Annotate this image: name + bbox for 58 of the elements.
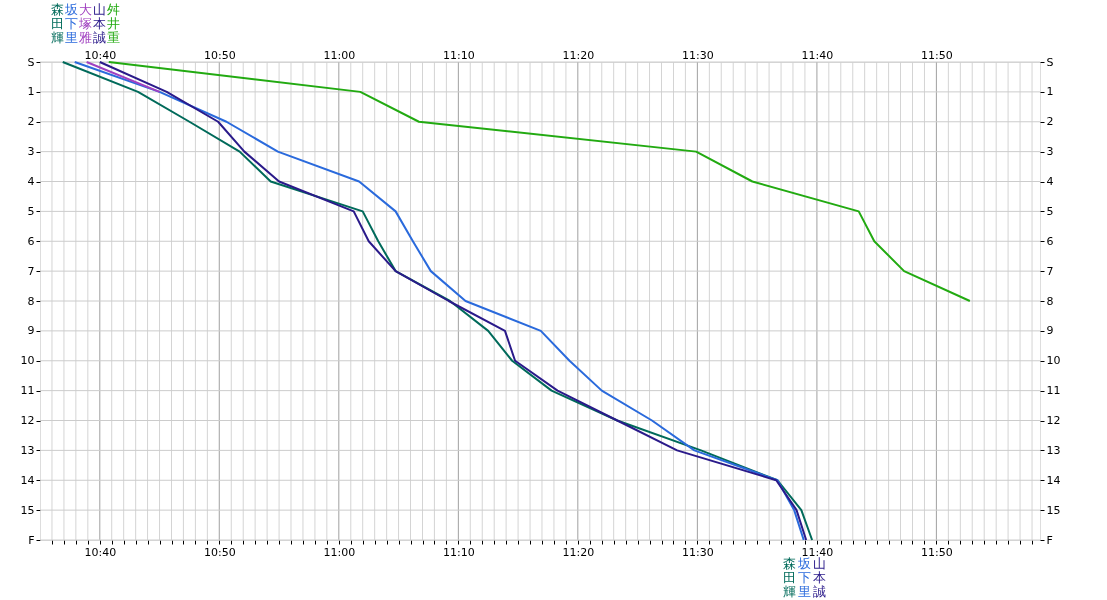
x-tick-label: 11:00 bbox=[323, 48, 356, 62]
y2-tick-label: 7 bbox=[1046, 264, 1054, 278]
series-label: 坂下里 bbox=[797, 556, 812, 599]
y-tick-label: 14 bbox=[20, 473, 35, 487]
text: 坂下里 bbox=[64, 2, 78, 45]
y2-tick-label: 8 bbox=[1046, 294, 1054, 308]
y-tick-label: 11 bbox=[20, 384, 35, 398]
text: 森田輝 bbox=[783, 556, 797, 599]
x-tick-label: 10:40 bbox=[84, 48, 117, 62]
y-tick-label: 8 bbox=[27, 294, 35, 308]
y-tick-label: 15 bbox=[20, 503, 35, 517]
series-label: 森田輝 bbox=[50, 2, 64, 45]
y2-tick-label: 1 bbox=[1046, 85, 1054, 99]
y2-tick-label: 11 bbox=[1046, 384, 1061, 398]
x-tick-label: 11:20 bbox=[562, 48, 595, 62]
y2-tick-label: F bbox=[1046, 533, 1053, 547]
series-label: 山本誠 bbox=[813, 556, 827, 599]
y-tick-label: 2 bbox=[27, 115, 35, 129]
y2-tick-label: 14 bbox=[1046, 473, 1061, 487]
x-tick-label: 11:10 bbox=[443, 48, 475, 62]
y-tick-label: 9 bbox=[27, 324, 35, 338]
text: 山本誠 bbox=[92, 2, 106, 45]
x-tick-label: 11:40 bbox=[801, 48, 834, 62]
y-tick-label: 7 bbox=[27, 264, 35, 278]
x-tick-label: 11:30 bbox=[682, 48, 714, 62]
x2-tick-label: 10:40 bbox=[84, 545, 117, 559]
y-tick-label: 5 bbox=[27, 204, 35, 218]
y2-tick-label: S bbox=[1046, 55, 1054, 69]
y-tick-label: 6 bbox=[27, 234, 35, 248]
x2-tick-label: 11:50 bbox=[921, 545, 953, 559]
y-tick-label: 1 bbox=[27, 85, 35, 99]
y2-tick-label: 15 bbox=[1046, 503, 1061, 517]
y2-tick-label: 13 bbox=[1046, 443, 1061, 457]
x2-tick-label: 11:20 bbox=[562, 545, 595, 559]
y2-tick-label: 5 bbox=[1046, 204, 1054, 218]
y-tick-label: 3 bbox=[27, 145, 35, 159]
y2-tick-label: 10 bbox=[1046, 354, 1061, 368]
series-label: 舛井重 bbox=[106, 2, 120, 45]
y-tick-label: 12 bbox=[20, 414, 35, 427]
x-tick-label: 10:50 bbox=[203, 48, 236, 62]
y-tick-label: S bbox=[27, 55, 35, 69]
x2-tick-label: 11:10 bbox=[443, 545, 475, 559]
line-series bbox=[107, 61, 971, 302]
y-tick-label: 13 bbox=[20, 443, 35, 457]
x2-tick-label: 11:30 bbox=[682, 545, 714, 559]
y-tick-label: 10 bbox=[20, 354, 35, 368]
x2-tick-label: 10:50 bbox=[203, 545, 236, 559]
y2-tick-label: 12 bbox=[1046, 414, 1061, 427]
x2-tick-label: 11:00 bbox=[323, 545, 356, 559]
x-tick-label: 11:50 bbox=[921, 48, 953, 62]
y2-tick-label: 2 bbox=[1046, 115, 1054, 129]
y2-tick-label: 6 bbox=[1046, 234, 1054, 248]
series-label: 大塚雅 bbox=[77, 2, 92, 45]
y2-tick-label: 9 bbox=[1046, 324, 1054, 338]
y2-tick-label: 4 bbox=[1046, 175, 1054, 188]
y2-tick-label: 3 bbox=[1046, 145, 1054, 159]
y-tick-label: F bbox=[28, 533, 35, 547]
y-tick-label: 4 bbox=[27, 175, 35, 188]
